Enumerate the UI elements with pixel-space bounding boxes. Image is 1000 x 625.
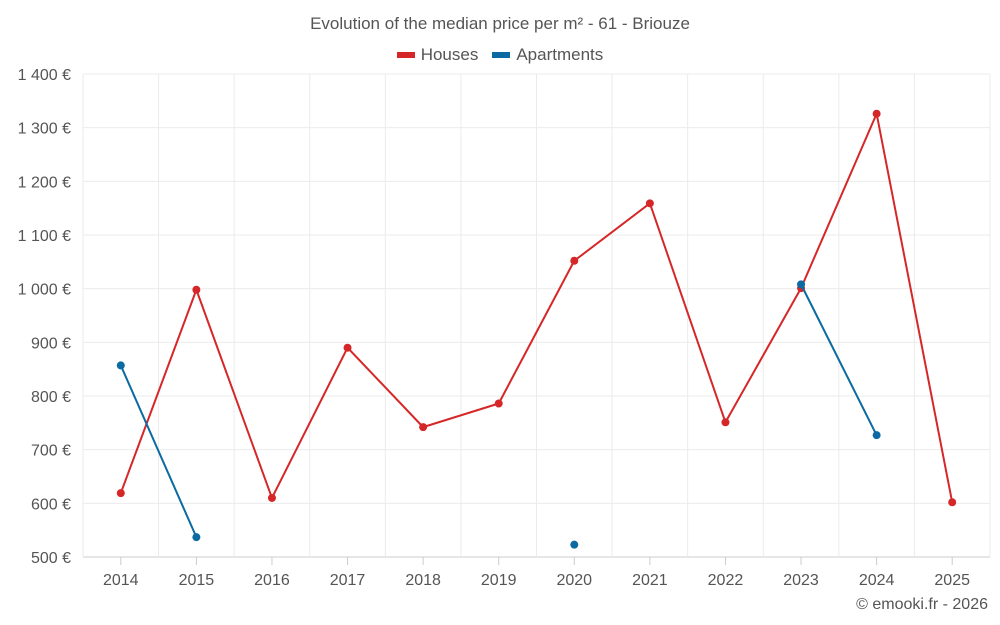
x-tick-label: 2019: [481, 572, 517, 589]
x-tick-label: 2017: [330, 572, 366, 589]
series-line-apartments: [800, 283, 878, 436]
data-point-apartments-2024[interactable]: [872, 431, 881, 440]
legend-item-apartments[interactable]: Apartments: [492, 45, 603, 65]
chart-legend: Houses Apartments: [0, 45, 1000, 65]
y-tick-label: 1 000 €: [18, 282, 71, 299]
y-tick-label: 600 €: [31, 496, 71, 513]
x-tick-label: 2021: [632, 572, 668, 589]
data-point-houses-2014[interactable]: [116, 489, 125, 498]
data-point-houses-2016[interactable]: [267, 493, 276, 502]
legend-item-houses[interactable]: Houses: [396, 45, 479, 65]
x-tick-label: 2024: [859, 572, 895, 589]
data-point-houses-2022[interactable]: [721, 418, 730, 427]
data-point-houses-2025[interactable]: [948, 498, 957, 507]
data-point-apartments-2014[interactable]: [116, 361, 125, 370]
legend-label-apartments: Apartments: [516, 45, 604, 64]
y-tick-label: 1 200 €: [18, 174, 71, 191]
x-tick-label: 2023: [783, 572, 819, 589]
data-point-houses-2020[interactable]: [570, 256, 579, 265]
x-tick-label: 2016: [254, 572, 290, 589]
data-point-apartments-2020[interactable]: [570, 540, 579, 549]
data-point-houses-2024[interactable]: [872, 109, 881, 118]
series-line-apartments: [119, 365, 198, 538]
data-point-houses-2018[interactable]: [419, 423, 428, 432]
y-tick-label: 500 €: [31, 550, 71, 567]
y-tick-label: 800 €: [31, 389, 71, 406]
data-point-apartments-2015[interactable]: [192, 533, 201, 542]
legend-swatch-apartments: [492, 52, 511, 58]
chart-title: Evolution of the median price per m² - 6…: [310, 14, 690, 33]
y-tick-label: 900 €: [31, 335, 71, 352]
x-tick-label: 2025: [934, 572, 970, 589]
data-point-houses-2015[interactable]: [192, 285, 201, 294]
data-point-houses-2021[interactable]: [645, 199, 654, 208]
credit-text: © emooki.fr - 2026: [856, 596, 988, 613]
y-tick-label: 1 300 €: [18, 121, 71, 138]
x-tick-label: 2018: [405, 572, 441, 589]
data-point-houses-2019[interactable]: [494, 399, 503, 408]
y-tick-label: 700 €: [31, 443, 71, 460]
x-tick-label: 2014: [103, 572, 139, 589]
series-line-houses: [119, 112, 954, 503]
x-tick-label: 2022: [708, 572, 744, 589]
x-tick-label: 2015: [179, 572, 215, 589]
y-tick-label: 1 400 €: [18, 67, 71, 84]
x-tick-label: 2020: [556, 572, 592, 589]
data-point-apartments-2023[interactable]: [797, 280, 806, 289]
y-tick-label: 1 100 €: [18, 228, 71, 245]
legend-swatch-houses: [396, 52, 415, 58]
legend-label-houses: Houses: [420, 45, 479, 64]
data-point-houses-2017[interactable]: [343, 343, 352, 352]
